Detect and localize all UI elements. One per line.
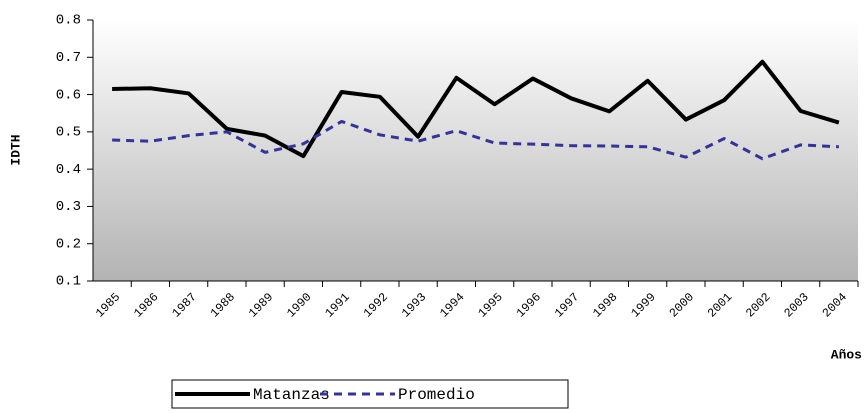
plot-area [93, 20, 858, 281]
x-tick-label: 2003 [781, 290, 811, 320]
y-tick-label: 0.4 [56, 162, 81, 178]
y-axis-label: IDTH [8, 134, 23, 165]
x-tick-label: 1985 [93, 290, 123, 320]
x-axis-label: Años [831, 347, 862, 362]
x-tick-label: 1996 [514, 290, 544, 320]
x-tick-label: 1986 [131, 290, 161, 320]
y-tick-label: 0.1 [56, 274, 81, 290]
legend-label: Matanzas [253, 386, 330, 404]
legend-label: Promedio [398, 386, 475, 404]
series-line [112, 119, 839, 161]
x-tick-label: 1991 [322, 290, 352, 320]
x-tick-label: 1994 [437, 290, 467, 320]
x-tick-label: 1997 [552, 290, 582, 320]
x-tick-label: 1989 [246, 290, 276, 320]
x-tick-label: 2002 [743, 290, 773, 320]
y-tick-label: 0.2 [56, 236, 81, 252]
y-tick-label: 0.8 [56, 13, 81, 29]
x-tick-label: 1998 [590, 290, 620, 320]
x-tick-label: 1993 [399, 290, 429, 320]
x-tick-label: 2000 [667, 290, 697, 320]
x-tick-label: 1999 [628, 290, 658, 320]
x-tick-label: 1995 [475, 290, 505, 320]
y-tick-label: 0.3 [56, 199, 81, 215]
y-tick-label: 0.6 [56, 87, 81, 103]
x-tick-label: 1988 [208, 290, 238, 320]
x-tick-label: 1990 [284, 290, 314, 320]
x-tick-label: 1992 [361, 290, 391, 320]
x-tick-label: 2004 [820, 290, 850, 320]
y-tick-label: 0.5 [56, 125, 81, 141]
x-tick-label: 2001 [705, 290, 735, 320]
x-tick-label: 1987 [169, 290, 199, 320]
y-tick-label: 0.7 [56, 50, 81, 66]
series-line [112, 59, 840, 159]
